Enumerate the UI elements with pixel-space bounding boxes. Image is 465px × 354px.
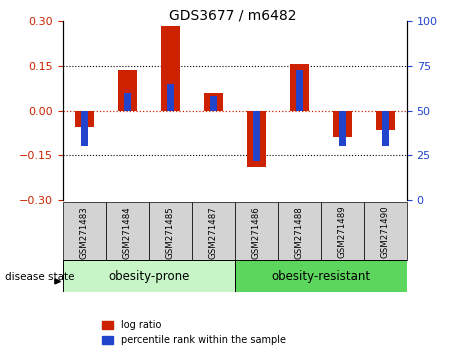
Bar [106, 202, 149, 260]
Bar [192, 202, 235, 260]
Bar [149, 202, 192, 260]
Bar [332, 110, 352, 137]
Bar [118, 70, 137, 110]
Text: GSM271487: GSM271487 [209, 206, 218, 258]
Bar [235, 202, 278, 260]
Bar [63, 202, 106, 260]
Legend: log ratio, percentile rank within the sample: log ratio, percentile rank within the sa… [98, 316, 290, 349]
Text: GSM271489: GSM271489 [338, 206, 347, 258]
Bar [204, 93, 223, 110]
Bar [235, 260, 407, 292]
Text: GSM271490: GSM271490 [381, 206, 390, 258]
Text: GSM271484: GSM271484 [123, 206, 132, 258]
Bar [278, 202, 321, 260]
Bar [81, 110, 87, 147]
Text: GDS3677 / m6482: GDS3677 / m6482 [169, 9, 296, 23]
Bar [124, 93, 131, 110]
Text: obesity-prone: obesity-prone [108, 270, 189, 282]
Bar [290, 64, 309, 110]
Bar [364, 202, 407, 260]
Bar [167, 84, 173, 110]
Text: GSM271488: GSM271488 [295, 206, 304, 258]
Text: GSM271485: GSM271485 [166, 206, 175, 258]
Polygon shape [55, 279, 60, 284]
Bar [210, 96, 217, 110]
Bar [246, 110, 266, 167]
Bar [296, 69, 303, 110]
Bar [321, 202, 364, 260]
Bar [63, 260, 235, 292]
Text: disease state: disease state [5, 272, 74, 282]
Bar [253, 110, 259, 161]
Bar [74, 110, 94, 127]
Bar [382, 110, 389, 147]
Bar [339, 110, 345, 147]
Text: obesity-resistant: obesity-resistant [271, 270, 371, 282]
Bar [376, 110, 395, 130]
Bar [160, 26, 180, 110]
Text: GSM271486: GSM271486 [252, 206, 261, 258]
Text: GSM271483: GSM271483 [80, 206, 89, 258]
